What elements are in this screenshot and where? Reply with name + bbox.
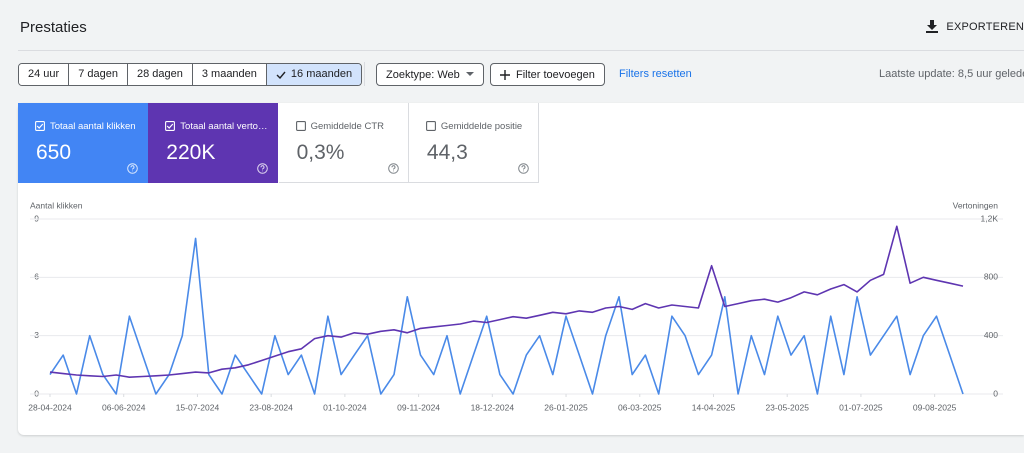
help-circle xyxy=(257,163,269,174)
x-tick-label: 01-10-2024 xyxy=(323,402,367,412)
dropdown-icon xyxy=(465,72,474,76)
metric-label: Totaal aantal klikken xyxy=(50,121,136,132)
series-line xyxy=(49,237,964,395)
checkbox xyxy=(35,121,45,131)
divider xyxy=(18,50,1024,51)
help-mark xyxy=(130,165,135,172)
add-filter-label: Filter toevoegen xyxy=(516,68,595,81)
separator xyxy=(364,62,365,86)
search-type-button[interactable]: Zoektype: Web xyxy=(376,63,484,86)
range-label: 24 uur xyxy=(28,68,60,80)
range-label: 7 dagen xyxy=(78,68,118,80)
x-tick-label: 18-12-2024 xyxy=(471,402,515,412)
help-circle xyxy=(518,163,529,174)
y2-tick-label: 0 xyxy=(993,388,998,398)
page-title: Prestaties xyxy=(20,19,87,36)
range-option[interactable]: 3 maanden xyxy=(192,64,267,85)
checkbox xyxy=(165,121,176,131)
help-mark xyxy=(391,165,396,172)
checkbox-check xyxy=(36,123,44,129)
help-circle xyxy=(387,163,399,174)
search-type-label: Zoektype: Web xyxy=(386,68,460,81)
metric-tab[interactable]: Totaal aantal klikken 650 xyxy=(18,103,148,183)
range-label: 3 maanden xyxy=(201,68,257,80)
metric-value: 44,3 xyxy=(426,141,468,164)
y2-tick-label: 1,2K xyxy=(981,213,999,223)
x-tick-label: 23-08-2024 xyxy=(249,402,293,412)
checkbox-box xyxy=(165,121,176,131)
check xyxy=(276,71,286,79)
range-option[interactable]: 28 dagen xyxy=(127,64,193,85)
help-mark xyxy=(260,165,265,172)
export-label: EXPORTEREN xyxy=(946,20,1024,33)
checkbox xyxy=(425,121,436,131)
range-label: 16 maanden xyxy=(290,68,353,80)
y-tick-label: 6 xyxy=(34,272,39,282)
metric-tab[interactable]: Gemiddelde CTR 0,3% xyxy=(278,103,409,183)
y-tick-label: 9 xyxy=(34,213,39,223)
check-icon xyxy=(276,71,286,79)
help-icon xyxy=(127,163,138,174)
chart: Aantal klikken Vertoningen 0 3 6 9 0 400 800 1,2K… xyxy=(28,200,1003,412)
y2-tick-label: 800 xyxy=(984,272,998,282)
download-icon xyxy=(926,20,939,33)
reset-filters[interactable]: Filters resetten xyxy=(619,68,692,80)
range-selector: 24 uur 7 dagen 28 dagen 3 maanden 16 maanden xyxy=(18,63,363,86)
x-tick-label: 06-06-2024 xyxy=(102,402,146,412)
range-option[interactable]: 16 maanden xyxy=(266,64,362,85)
x-tick-label: 09-11-2024 xyxy=(397,402,440,412)
metric-tab[interactable]: Gemiddelde positie 44,3 xyxy=(408,103,539,183)
checkbox xyxy=(295,121,306,131)
metric-tab[interactable]: Totaal aantal vertoningen 220K xyxy=(148,103,279,183)
metric-value: 0,3% xyxy=(296,141,345,164)
range-label: 28 dagen xyxy=(136,68,183,80)
y-tick-label: 0 xyxy=(34,388,39,398)
y-axis-label: Aantal klikken xyxy=(30,200,83,210)
y-tick-label: 3 xyxy=(34,330,39,340)
x-tick-label: 28-04-2024 xyxy=(28,402,72,412)
help-icon xyxy=(257,163,269,174)
metric-label: Gemiddelde CTR xyxy=(310,121,384,132)
metric-value: 220K xyxy=(166,141,216,164)
help-icon xyxy=(518,163,529,174)
x-tick-label: 15-07-2024 xyxy=(176,402,220,412)
x-tick-label: 09-08-2025 xyxy=(913,402,957,412)
y2-tick-label: 400 xyxy=(984,330,998,340)
add-filter-button[interactable]: Filter toevoegen xyxy=(490,63,605,86)
checkbox-check xyxy=(167,123,174,129)
x-tick-label: 14-04-2025 xyxy=(692,402,736,412)
y2-axis-label: Vertoningen xyxy=(953,200,999,210)
export-button[interactable]: EXPORTEREN xyxy=(926,20,1024,33)
help-mark xyxy=(521,165,526,172)
range-option[interactable]: 24 uur xyxy=(19,64,70,85)
x-tick-label: 06-03-2025 xyxy=(618,402,662,412)
help-circle xyxy=(127,163,138,174)
range-option[interactable]: 7 dagen xyxy=(69,64,128,85)
last-update: Laatste update: 8,5 uur geleden xyxy=(879,68,1024,80)
checkbox-box xyxy=(425,121,436,131)
metric-value: 650 xyxy=(36,141,72,164)
plus-icon xyxy=(500,69,510,80)
metric-label: Gemiddelde positie xyxy=(440,121,523,132)
metric-label: Totaal aantal vertoningen xyxy=(180,121,272,132)
checkbox-box xyxy=(35,121,45,131)
series-line xyxy=(49,225,964,378)
x-tick-label: 01-07-2025 xyxy=(839,402,883,412)
help-icon xyxy=(387,163,399,174)
x-tick-label: 23-05-2025 xyxy=(765,402,809,412)
checkbox-box xyxy=(295,121,306,131)
x-tick-label: 26-01-2025 xyxy=(544,402,588,412)
